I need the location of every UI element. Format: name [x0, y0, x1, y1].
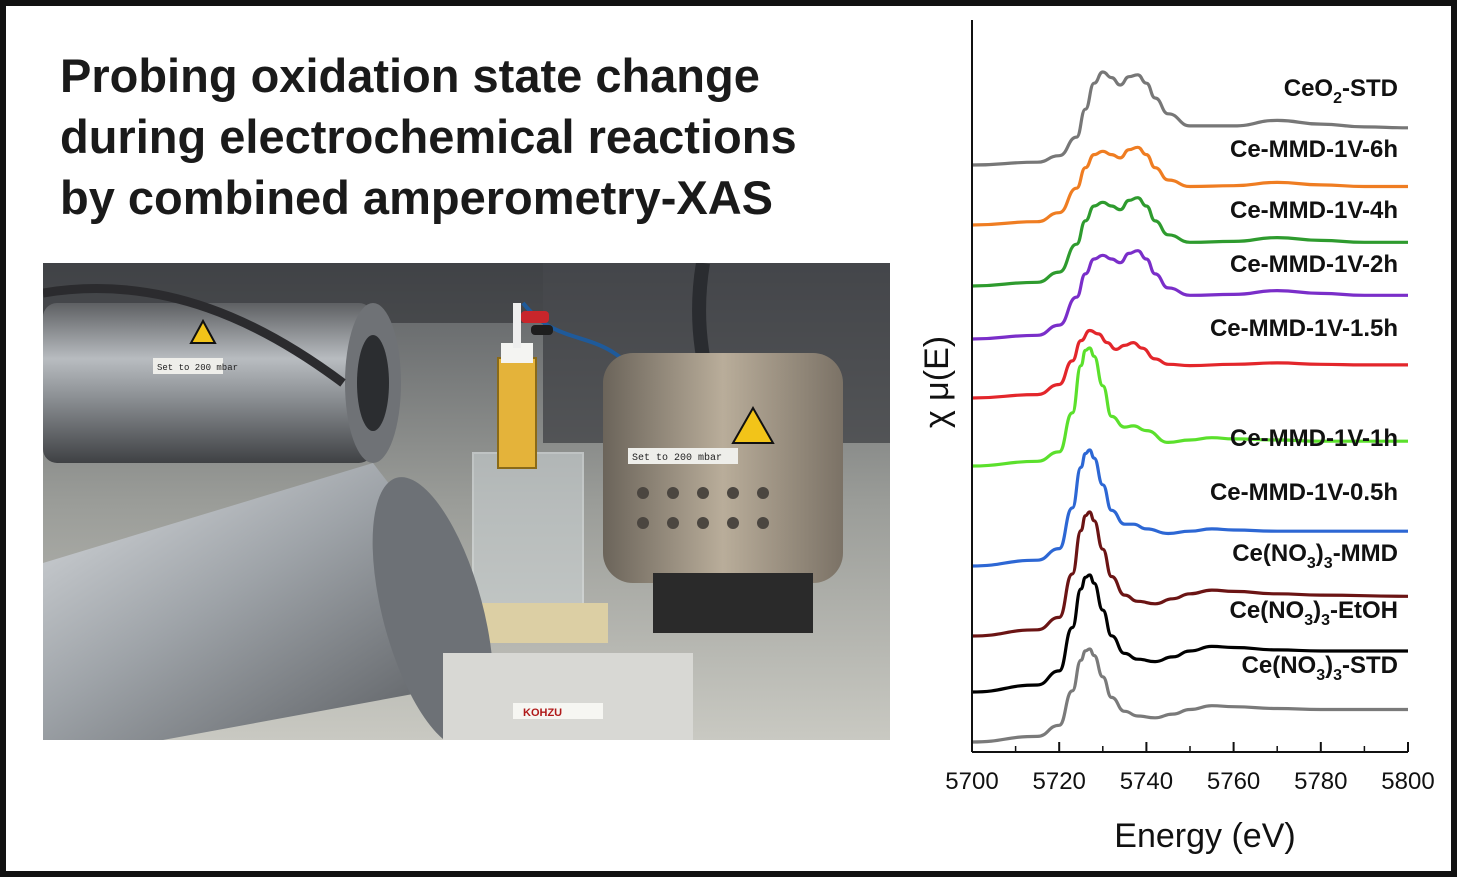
experimental-setup-photo: Set to 200 mbar Set to 200 mbar — [43, 263, 890, 740]
series-line-6 — [971, 448, 1408, 568]
right-ion-chamber: Set to 200 mbar — [603, 353, 843, 633]
x-tick-label-2: 5740 — [1120, 768, 1173, 795]
plot-series — [971, 70, 1409, 744]
series-line-0 — [971, 70, 1409, 167]
series-label-5: Ce-MMD-1V-1h — [1230, 425, 1398, 452]
axes: 5700 5720 5740 5760 5780 5800 Energy (eV) χ μ… — [918, 20, 1435, 855]
series-label-8: Ce(NO3)3-EtOH — [1230, 597, 1398, 629]
electrode-clip-red — [521, 311, 549, 323]
series-label-1: Ce-MMD-1V-6h — [1230, 136, 1398, 163]
x-axis-title: Energy (eV) — [1114, 817, 1295, 855]
headline-line-2: during electrochemical reactions — [60, 110, 797, 163]
translation-stage: KOHZU — [443, 653, 693, 740]
x-tick-label-3: 5760 — [1207, 768, 1260, 795]
setpoint-tag-right — [628, 448, 738, 464]
series-labels: CeO2-STD Ce-MMD-1V-6h Ce-MMD-1V-4h Ce-MMD-1… — [1210, 75, 1398, 684]
setpoint-tag-left — [153, 358, 223, 374]
x-ticks: 5700 5720 5740 5760 5780 5800 — [945, 742, 1435, 795]
high-voltage-warning-icon — [731, 405, 775, 444]
series-line-4 — [971, 328, 1408, 400]
headline: Probing oxidation state change during el… — [60, 45, 940, 228]
series-label-3: Ce-MMD-1V-2h — [1230, 251, 1398, 278]
series-line-9 — [971, 647, 1408, 744]
series-label-2: Ce-MMD-1V-4h — [1230, 197, 1398, 224]
x-tick-label-4: 5780 — [1294, 768, 1347, 795]
series-line-2 — [971, 196, 1408, 288]
y-axis-title: χ μ(E) — [918, 336, 956, 428]
series-line-1 — [971, 145, 1408, 227]
setup-photo-illustration: Set to 200 mbar Set to 200 mbar — [43, 263, 890, 740]
setpoint-tag-right-text: Set to 200 mbar — [632, 452, 722, 464]
x-tick-label-5: 5800 — [1381, 768, 1434, 795]
setpoint-tag-left-text: Set to 200 mbar — [157, 363, 238, 373]
series-label-9: Ce(NO3)3-STD — [1242, 652, 1398, 684]
series-line-8 — [971, 573, 1408, 694]
series-line-5 — [971, 346, 1408, 468]
series-line-3 — [971, 249, 1408, 341]
series-label-6: Ce-MMD-1V-0.5h — [1210, 479, 1398, 506]
x-tick-label-0: 5700 — [945, 768, 998, 795]
series-label-4: Ce-MMD-1V-1.5h — [1210, 315, 1398, 342]
warning-triangle-icon — [189, 318, 217, 344]
x-tick-label-1: 5720 — [1033, 768, 1086, 795]
headline-line-3: by combined amperometry-XAS — [60, 171, 774, 224]
electrochemical-cell — [458, 303, 608, 643]
headline-line-1: Probing oxidation state change — [60, 49, 760, 102]
stage-brand-text: KOHZU — [523, 707, 562, 719]
series-line-7 — [971, 510, 1409, 638]
series-label-0: CeO2-STD — [1284, 75, 1398, 107]
series-label-7: Ce(NO3)3-MMD — [1232, 540, 1398, 572]
